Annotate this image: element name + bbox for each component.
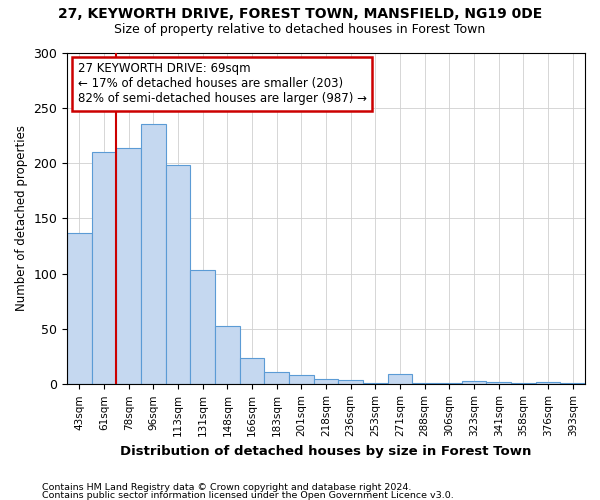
Bar — [166, 166, 190, 384]
Bar — [487, 382, 511, 384]
Bar — [289, 376, 314, 384]
Bar — [536, 382, 560, 384]
Bar — [560, 383, 585, 384]
Y-axis label: Number of detached properties: Number of detached properties — [15, 126, 28, 312]
Text: 27, KEYWORTH DRIVE, FOREST TOWN, MANSFIELD, NG19 0DE: 27, KEYWORTH DRIVE, FOREST TOWN, MANSFIE… — [58, 8, 542, 22]
Bar — [67, 233, 92, 384]
Bar — [388, 374, 412, 384]
Bar — [462, 381, 487, 384]
Bar — [141, 124, 166, 384]
Text: Contains HM Land Registry data © Crown copyright and database right 2024.: Contains HM Land Registry data © Crown c… — [42, 484, 412, 492]
Text: Size of property relative to detached houses in Forest Town: Size of property relative to detached ho… — [115, 22, 485, 36]
Bar — [190, 270, 215, 384]
Text: 27 KEYWORTH DRIVE: 69sqm
← 17% of detached houses are smaller (203)
82% of semi-: 27 KEYWORTH DRIVE: 69sqm ← 17% of detach… — [77, 62, 367, 106]
Bar — [265, 372, 289, 384]
Bar — [215, 326, 240, 384]
Text: Contains public sector information licensed under the Open Government Licence v3: Contains public sector information licen… — [42, 491, 454, 500]
Bar — [314, 379, 338, 384]
Bar — [412, 383, 437, 384]
Bar — [511, 383, 536, 384]
Bar — [92, 152, 116, 384]
Bar — [240, 358, 265, 384]
Bar — [363, 383, 388, 384]
Bar — [338, 380, 363, 384]
X-axis label: Distribution of detached houses by size in Forest Town: Distribution of detached houses by size … — [121, 444, 532, 458]
Bar — [116, 148, 141, 384]
Bar — [437, 383, 462, 384]
